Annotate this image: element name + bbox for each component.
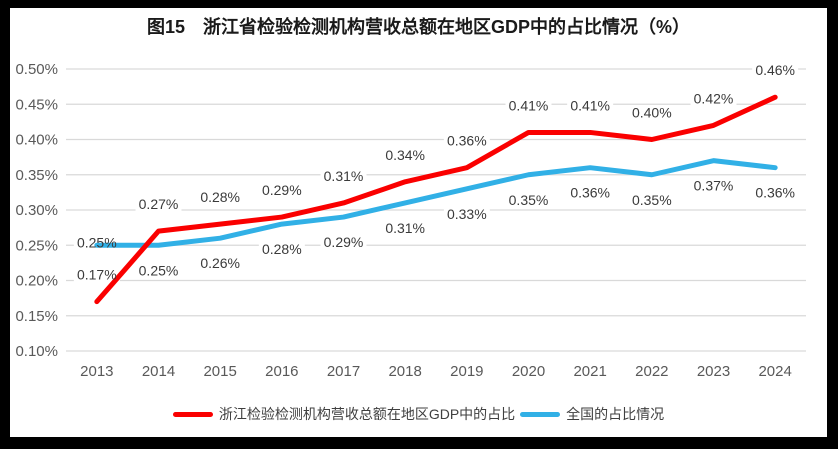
data-label: 0.31%	[385, 220, 425, 236]
data-label: 0.31%	[324, 168, 364, 184]
x-tick-label: 2022	[635, 363, 668, 380]
data-label-bg	[443, 206, 490, 222]
data-label-bg	[752, 63, 799, 79]
data-label-bg	[197, 256, 244, 272]
data-label: 0.36%	[570, 185, 610, 201]
x-tick-label: 2019	[450, 363, 483, 380]
x-tick-label: 2015	[203, 363, 236, 380]
y-tick-label: 0.15%	[15, 308, 58, 325]
data-label: 0.42%	[694, 90, 734, 106]
data-label: 0.25%	[139, 262, 179, 278]
legend-item-zhejiang: 浙江检验检测机构营收总额在地区GDP中的占比	[172, 404, 516, 424]
data-label: 0.34%	[385, 147, 425, 163]
data-label-bg	[443, 133, 490, 149]
data-label-bg	[752, 185, 799, 201]
data-label: 0.29%	[324, 234, 364, 250]
y-tick-label: 0.40%	[15, 132, 58, 149]
data-label: 0.28%	[262, 241, 302, 257]
data-label: 0.35%	[632, 192, 672, 208]
data-label: 0.27%	[139, 196, 179, 212]
y-tick-label: 0.35%	[15, 167, 58, 184]
data-label-bg	[628, 105, 675, 121]
x-tick-label: 2017	[327, 363, 360, 380]
y-tick-label: 0.50%	[15, 61, 58, 78]
x-tick-label: 2013	[80, 363, 113, 380]
data-label: 0.35%	[509, 192, 549, 208]
data-label-bg	[690, 178, 737, 194]
data-label-bg	[135, 263, 182, 279]
chart-title: 图15 浙江省检验检测机构营收总额在地区GDP中的占比情况（%）	[146, 17, 691, 37]
data-label-bg	[382, 147, 429, 163]
y-tick-label: 0.25%	[15, 237, 58, 254]
data-label-bg	[320, 168, 367, 184]
data-label-bg	[628, 192, 675, 208]
chart-legend: 浙江检验检测机构营收总额在地区GDP中的占比 全国的占比情况	[10, 404, 827, 424]
data-label: 0.36%	[447, 133, 487, 149]
data-label: 0.28%	[200, 189, 240, 205]
data-label-bg	[505, 192, 552, 208]
data-label: 0.17%	[77, 267, 117, 283]
data-label-bg	[505, 98, 552, 114]
series-line-0	[94, 94, 778, 305]
red-line-swatch	[172, 411, 213, 417]
data-label: 0.25%	[77, 234, 117, 250]
data-label-bg	[258, 242, 305, 258]
legend-item-national: 全国的占比情况	[520, 404, 664, 424]
data-label: 0.33%	[447, 206, 487, 222]
data-label-bg	[320, 235, 367, 251]
legend-label-national: 全国的占比情况	[566, 406, 665, 422]
data-label-bg	[135, 197, 182, 213]
series-line-1	[94, 158, 778, 248]
data-label: 0.41%	[570, 97, 610, 113]
y-tick-label: 0.45%	[15, 96, 58, 113]
data-label: 0.41%	[509, 97, 549, 113]
data-label-bg	[73, 267, 120, 283]
blue-line-swatch	[520, 411, 561, 417]
x-tick-label: 2016	[265, 363, 298, 380]
y-tick-label: 0.20%	[15, 273, 58, 290]
data-label: 0.46%	[755, 62, 795, 78]
x-tick-label: 2023	[697, 363, 730, 380]
chart-canvas: 图15 浙江省检验检测机构营收总额在地区GDP中的占比情况（%） 0.17% 0.…	[10, 8, 827, 437]
data-label-bg	[567, 185, 614, 201]
data-label: 0.36%	[755, 185, 795, 201]
data-label: 0.40%	[632, 105, 672, 121]
line-chart: 0.17% 0.27% 0.28% 0.29% 0.31% 0.34% 0.36% 0.41%…	[15, 61, 806, 380]
data-label: 0.29%	[262, 182, 302, 198]
data-label-bg	[258, 183, 305, 199]
x-tick-label: 2014	[142, 363, 175, 380]
x-tick-label: 2018	[388, 363, 421, 380]
data-label-bg	[567, 98, 614, 114]
data-label-bg	[382, 220, 429, 236]
x-tick-label: 2024	[758, 363, 791, 380]
data-label: 0.37%	[694, 178, 734, 194]
legend-label-zhejiang: 浙江检验检测机构营收总额在地区GDP中的占比	[218, 406, 516, 422]
data-label: 0.26%	[200, 255, 240, 271]
x-tick-label: 2021	[573, 363, 606, 380]
y-tick-label: 0.30%	[15, 202, 58, 219]
data-label-bg	[197, 190, 244, 206]
x-tick-label: 2020	[512, 363, 545, 380]
data-label-bg	[690, 91, 737, 107]
y-tick-label: 0.10%	[15, 343, 58, 360]
